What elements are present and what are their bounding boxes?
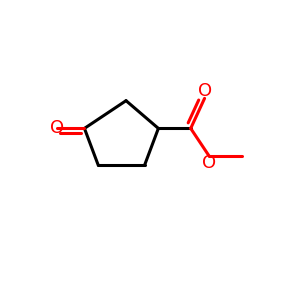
Text: O: O [197, 82, 212, 100]
Text: O: O [50, 119, 64, 137]
Text: O: O [202, 154, 216, 172]
